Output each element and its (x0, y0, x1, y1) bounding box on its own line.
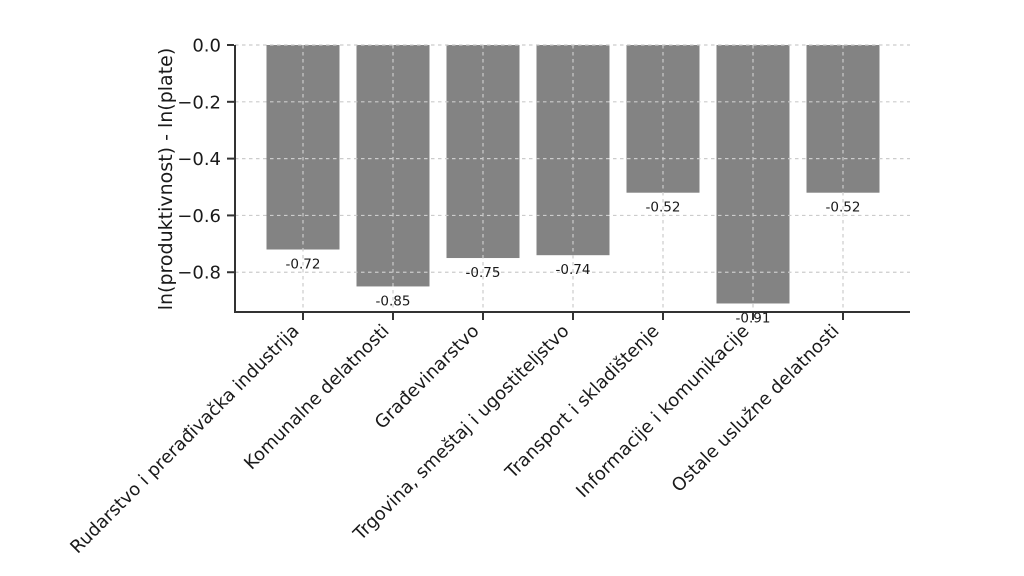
x-tick-label: Transport i skladištenje (501, 321, 664, 484)
y-tick-label: −0.6 (177, 206, 221, 227)
y-tick-label: 0.0 (192, 36, 221, 57)
bar (626, 45, 700, 193)
bar-value-label: -0.85 (376, 293, 411, 309)
bar-value-label: -0.72 (286, 257, 321, 273)
bar-value-label: -0.52 (826, 200, 861, 216)
bar-value-label: -0.74 (556, 262, 591, 278)
bar-value-label: -0.52 (646, 200, 681, 216)
x-tick-label: Informacije i komunikacije (572, 321, 753, 502)
bar (806, 45, 880, 193)
y-axis-title: ln(produktivnost) - ln(plate) (155, 48, 177, 311)
y-tick-label: −0.4 (177, 149, 221, 170)
x-tick-label: Ostale uslužne delatnosti (668, 321, 844, 497)
x-tick-label: Komunalne delatnosti (240, 321, 393, 474)
bar-value-label: -0.91 (736, 310, 771, 326)
y-tick-label: −0.2 (177, 92, 221, 113)
bar-value-label: -0.75 (466, 265, 501, 281)
y-tick-label: −0.8 (177, 263, 221, 284)
